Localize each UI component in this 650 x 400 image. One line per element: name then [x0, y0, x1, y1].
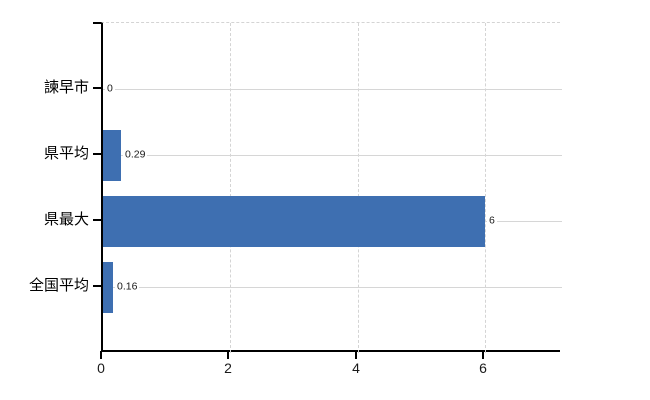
x-axis-tick-label: 6 [479, 360, 487, 376]
x-axis-tick [482, 351, 484, 359]
vertical-gridline [230, 23, 231, 353]
category-label: 諫早市 [43, 79, 89, 96]
bar-全国平均 [103, 261, 113, 313]
x-axis-tick [100, 351, 102, 359]
y-axis-tick [93, 87, 101, 89]
y-axis-tick [93, 153, 101, 155]
bar-県平均 [103, 129, 121, 181]
x-axis-tick-label: 4 [352, 360, 360, 376]
plot-area: 0 0.29 6 0.16 [101, 22, 562, 353]
x-axis-tick [227, 351, 229, 359]
y-axis-tick [93, 219, 101, 221]
value-label: 0 [105, 82, 115, 96]
horizontal-gridline [103, 89, 562, 90]
x-axis-tick [355, 351, 357, 359]
category-label: 県平均 [43, 145, 89, 162]
x-axis-tick-label: 2 [224, 360, 232, 376]
y-axis-tick [93, 285, 101, 287]
horizontal-gridline [103, 155, 562, 156]
bar-県最大 [103, 195, 485, 247]
value-label: 6 [487, 214, 497, 228]
category-label: 全国平均 [28, 277, 89, 294]
horizontal-gridline [103, 287, 562, 288]
vertical-gridline [485, 23, 486, 353]
x-axis-tick-label: 0 [97, 360, 105, 376]
value-label: 0.29 [123, 148, 148, 162]
category-label: 県最大 [43, 211, 89, 228]
y-axis-top-tick [93, 22, 101, 24]
value-label: 0.16 [115, 280, 140, 294]
vertical-gridline [358, 23, 359, 353]
